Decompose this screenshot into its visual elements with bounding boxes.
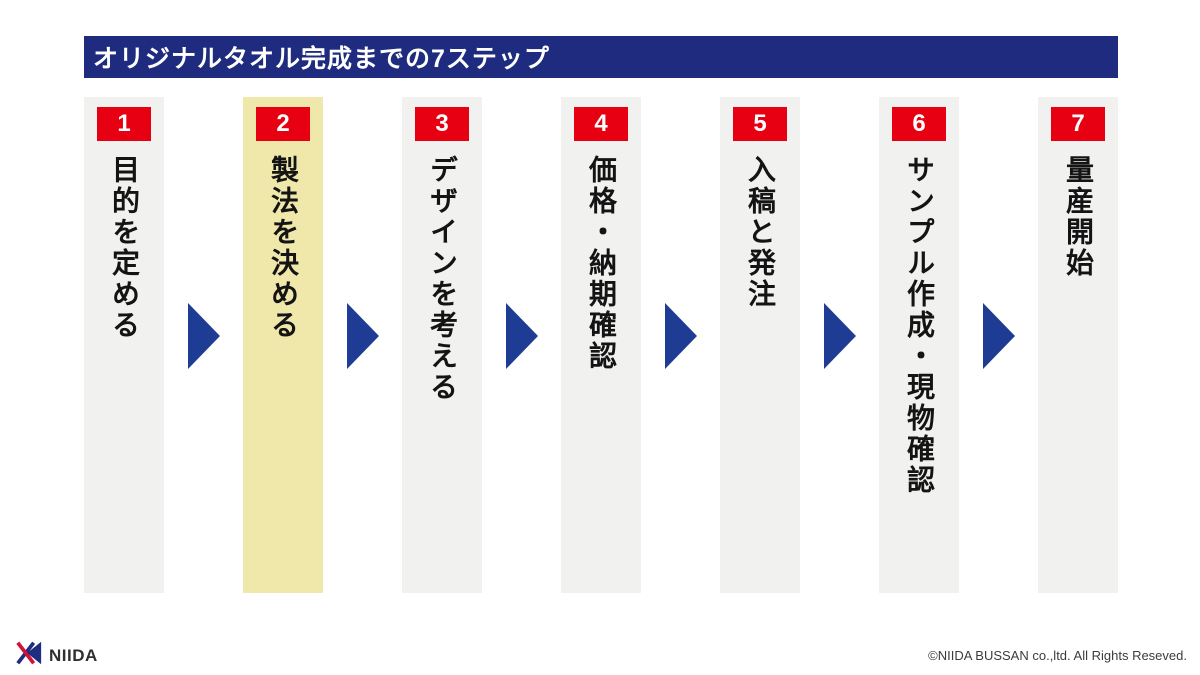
copyright-text: ©NIIDA BUSSAN co.,ltd. All Rights Reseve… — [928, 648, 1187, 663]
step-number-badge: 5 — [733, 107, 787, 141]
step-gap — [641, 97, 720, 593]
arrow-right-icon — [982, 303, 1015, 369]
step-gap — [800, 97, 879, 593]
step-label: 量産開始 — [1063, 155, 1094, 279]
step-number-badge: 7 — [1051, 107, 1105, 141]
step-1: 1 目的を定める — [84, 97, 164, 593]
step-number-badge: 4 — [574, 107, 628, 141]
step-7: 7 量産開始 — [1038, 97, 1118, 593]
step-number-badge: 3 — [415, 107, 469, 141]
niida-logo-icon — [15, 638, 43, 673]
step-label: 入稿と発注 — [745, 155, 776, 310]
page-title: オリジナルタオル完成までの7ステップ — [93, 45, 550, 73]
arrow-right-icon — [664, 303, 697, 369]
step-gap — [482, 97, 561, 593]
steps-row: 1 目的を定める 2 製法を決める 3 デザインを考える 4 価格・納期確認 — [84, 97, 1118, 593]
step-number-badge: 1 — [97, 107, 151, 141]
step-number-badge: 6 — [892, 107, 946, 141]
step-3: 3 デザインを考える — [402, 97, 482, 593]
step-5: 5 入稿と発注 — [720, 97, 800, 593]
step-label: デザインを考える — [427, 155, 458, 403]
step-gap — [323, 97, 402, 593]
step-label: 目的を定める — [109, 155, 140, 341]
niida-logo: NIIDA — [15, 638, 98, 673]
step-2: 2 製法を決める — [243, 97, 323, 593]
arrow-right-icon — [346, 303, 379, 369]
step-number-badge: 2 — [256, 107, 310, 141]
title-banner: オリジナルタオル完成までの7ステップ — [84, 36, 1118, 78]
niida-logo-text: NIIDA — [49, 645, 98, 665]
step-gap — [959, 97, 1038, 593]
step-gap — [164, 97, 243, 593]
arrow-right-icon — [505, 303, 538, 369]
arrow-right-icon — [823, 303, 856, 369]
step-label: 製法を決める — [268, 155, 299, 341]
step-6: 6 サンプル作成・現物確認 — [879, 97, 959, 593]
step-label: サンプル作成・現物確認 — [904, 155, 935, 496]
step-label: 価格・納期確認 — [586, 155, 617, 372]
step-4: 4 価格・納期確認 — [561, 97, 641, 593]
arrow-right-icon — [187, 303, 220, 369]
